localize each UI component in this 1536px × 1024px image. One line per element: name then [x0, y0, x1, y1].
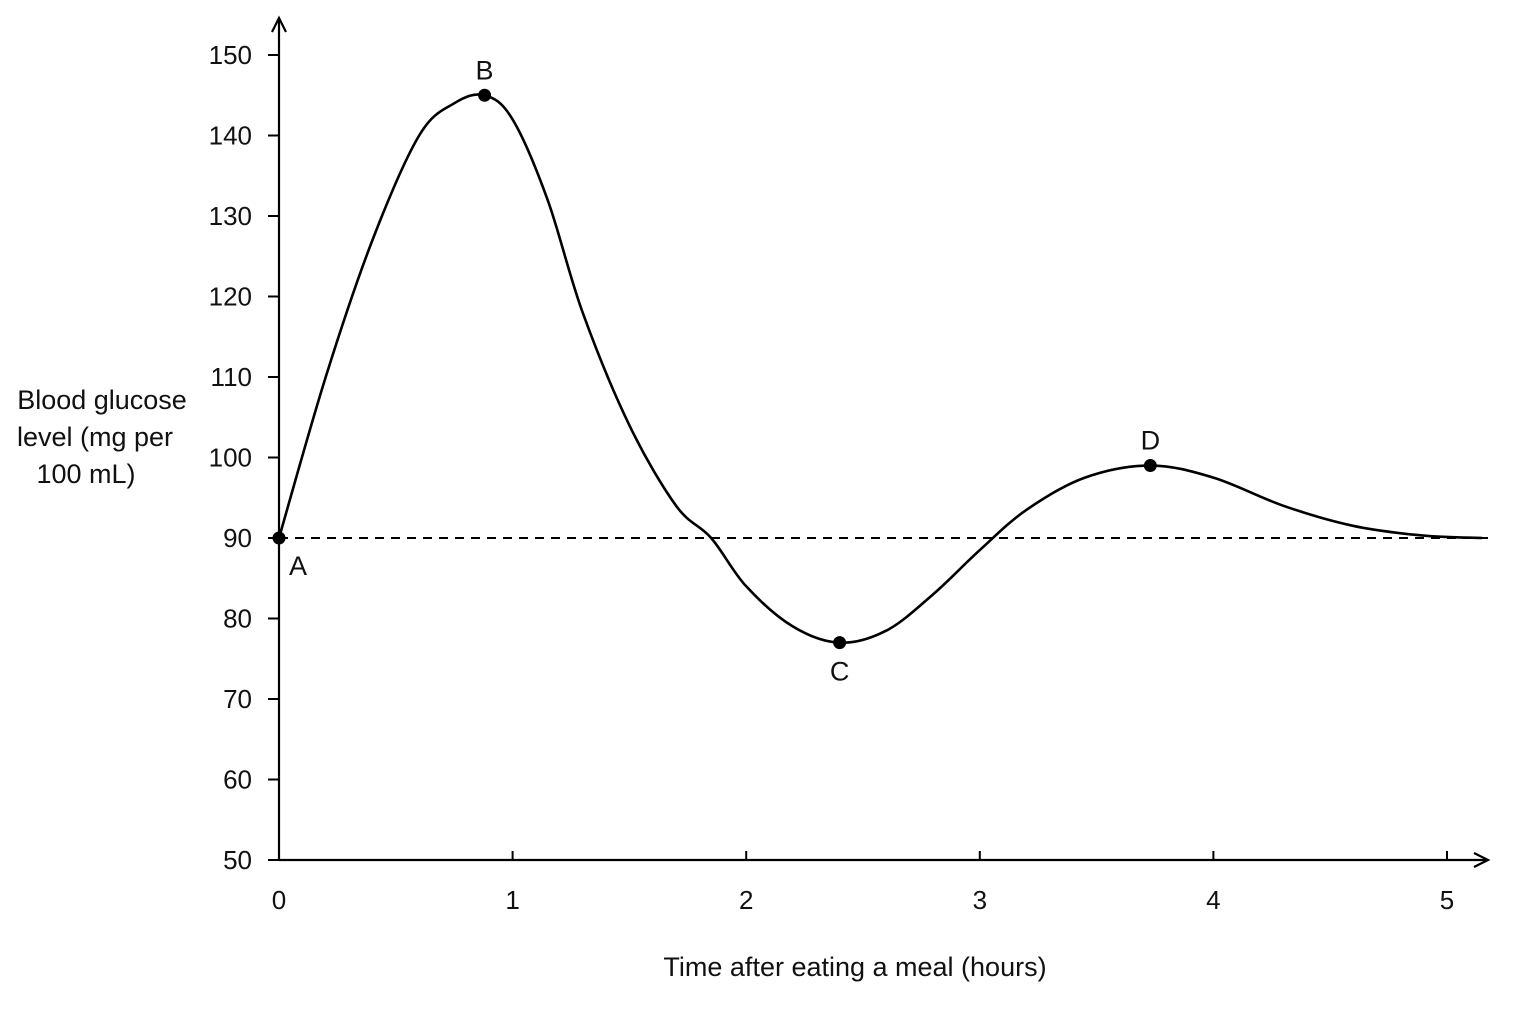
points-group: A B C D	[272, 55, 1161, 687]
y-axis-title-line: level (mg per	[17, 422, 173, 452]
y-tick-label: 130	[209, 201, 252, 231]
y-tick-label: 100	[209, 443, 252, 473]
y-axis-title: Blood glucose level (mg per 100 mL)	[17, 385, 187, 489]
y-tick-label: 150	[209, 40, 252, 70]
x-axis-title: Time after eating a meal (hours)	[663, 952, 1046, 982]
x-tick-label: 2	[739, 885, 753, 915]
y-tick-label: 50	[223, 845, 252, 875]
x-tick-label: 3	[973, 885, 987, 915]
y-tick-label: 140	[209, 121, 252, 151]
axis-ticks: 0 1 2 3 4 5 50 60 70 80 90 100 110 120 130 140 150	[209, 40, 1455, 915]
y-axis-arrow-icon	[271, 15, 287, 33]
y-axis-title-line: Blood glucose	[17, 385, 187, 415]
x-tick-label: 5	[1440, 885, 1454, 915]
x-tick-label: 0	[272, 885, 286, 915]
point-d-label: D	[1141, 426, 1161, 456]
y-tick-label: 70	[223, 684, 252, 714]
x-axis-arrow-icon	[1473, 852, 1491, 868]
y-tick-label: 110	[211, 362, 252, 392]
point-d-marker	[1143, 459, 1157, 473]
y-tick-label: 90	[223, 523, 252, 553]
point-c-label: C	[830, 657, 850, 687]
y-axis-title-line: 100 mL)	[36, 459, 135, 489]
point-b-label: B	[476, 55, 494, 85]
y-tick-label: 60	[223, 765, 252, 795]
axes	[271, 15, 1491, 868]
y-tick-label: 120	[209, 282, 252, 312]
x-tick-label: 1	[505, 885, 519, 915]
point-b-marker	[478, 88, 492, 102]
point-a-marker	[272, 531, 286, 545]
glucose-curve	[277, 93, 1483, 644]
series-group	[277, 93, 1483, 644]
y-tick-label: 80	[223, 604, 252, 634]
x-tick-label: 4	[1206, 885, 1220, 915]
point-a-label: A	[289, 551, 307, 581]
point-c-marker	[833, 636, 847, 650]
